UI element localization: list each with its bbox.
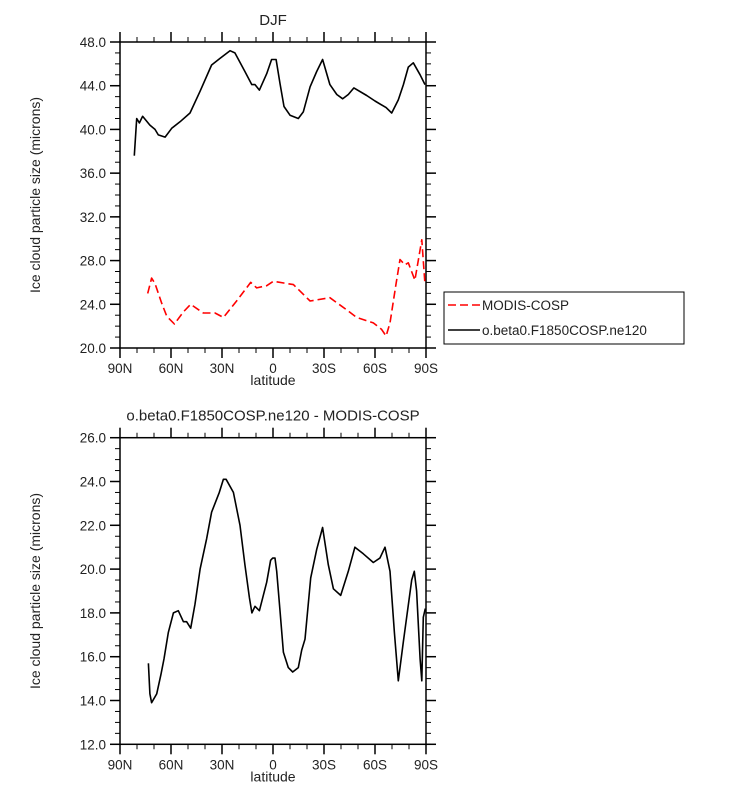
plot-frame [119,436,427,746]
y-tick-label: 14.0 [80,694,106,709]
legend-box [443,291,685,345]
x-tick-label: 90S [414,757,438,772]
y-axis-label: Ice cloud particle size (microns) [27,493,43,689]
x-tick-label: 0 [269,361,277,376]
x-tick-label: 90S [414,361,438,376]
x-axis-label: latitude [250,372,295,388]
legend: MODIS-COSP o.beta0.F1850COSP.ne120 [443,291,685,345]
x-tick-label: 30N [210,757,235,772]
y-tick-label: 16.0 [80,650,106,665]
series-line-2 [133,49,426,156]
x-tick-label: 60N [159,757,184,772]
y-tick-label: 36.0 [80,166,106,181]
y-tick-label: 18.0 [80,606,106,621]
x-tick-label: 60N [159,361,184,376]
y-tick-label: 20.0 [80,562,106,577]
series-line-1 [146,239,426,337]
legend-label: MODIS-COSP [482,298,569,313]
x-tick-label: 60S [363,757,387,772]
series-line-1 [147,478,427,704]
legend-label: o.beta0.F1850COSP.ne120 [482,323,647,338]
y-tick-label: 24.0 [80,297,106,312]
x-tick-label: 30S [312,361,336,376]
y-tick-label: 40.0 [80,122,106,137]
x-axis-label: latitude [250,768,295,784]
x-tick-label: 30S [312,757,336,772]
chart-title: o.beta0.F1850COSP.ne120 - MODIS-COSP [126,408,419,425]
x-tick-label: 90N [108,757,133,772]
y-axis-label: Ice cloud particle size (microns) [27,97,43,293]
x-tick-label: 60S [363,361,387,376]
chart-2: o.beta0.F1850COSP.ne120 - MODIS-COSP lati… [27,408,438,785]
y-tick-label: 44.0 [80,79,106,94]
y-tick-label: 32.0 [80,210,106,225]
y-tick-label: 26.0 [80,431,106,446]
y-tick-label: 22.0 [80,518,106,533]
chart-title: DJF [259,12,287,29]
y-tick-label: 48.0 [80,35,106,50]
y-tick-label: 28.0 [80,254,106,269]
x-tick-label: 30N [210,361,235,376]
y-tick-label: 20.0 [80,341,106,356]
y-tick-label: 24.0 [80,475,106,490]
plot-frame [119,41,427,349]
chart-1: DJF latitude Ice cloud particle size (micr… [27,12,685,388]
x-tick-label: 90N [108,361,133,376]
y-tick-label: 12.0 [80,737,106,752]
x-tick-label: 0 [269,757,277,772]
